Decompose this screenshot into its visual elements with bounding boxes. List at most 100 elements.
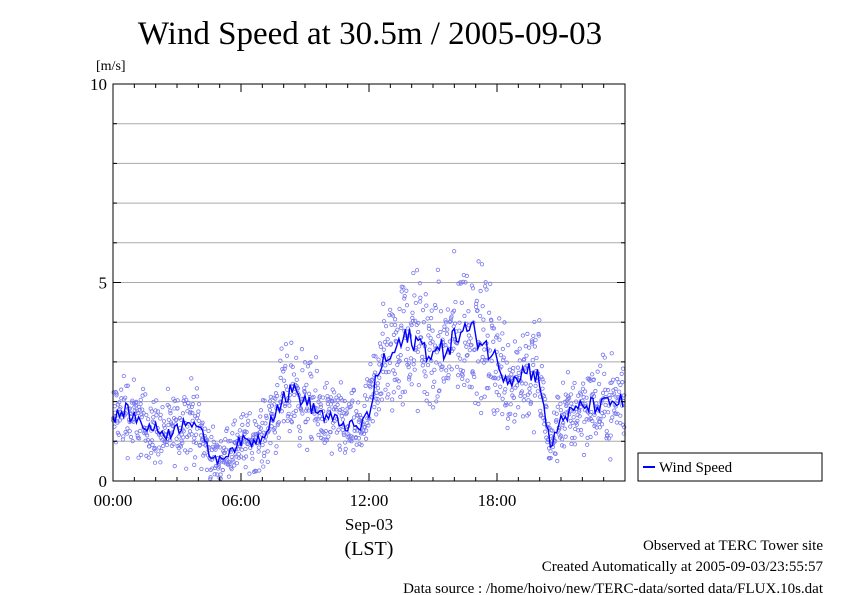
data-point xyxy=(239,415,244,420)
data-point xyxy=(511,395,516,400)
data-point xyxy=(591,394,597,399)
series-line-wind-speed xyxy=(112,320,624,465)
data-point xyxy=(609,418,614,423)
data-point xyxy=(438,309,444,314)
data-point xyxy=(506,343,511,348)
data-point xyxy=(527,386,532,391)
data-point xyxy=(298,406,304,412)
data-point xyxy=(486,385,491,391)
data-point xyxy=(432,379,437,384)
data-point xyxy=(194,432,199,437)
data-point xyxy=(308,360,313,365)
data-point xyxy=(466,309,471,314)
data-point xyxy=(605,410,611,415)
data-point xyxy=(377,362,382,367)
data-point xyxy=(582,389,588,394)
data-point xyxy=(414,268,420,273)
data-point xyxy=(590,372,595,377)
data-point xyxy=(574,399,579,404)
data-point xyxy=(615,376,620,382)
data-point xyxy=(388,342,393,347)
data-point xyxy=(381,369,386,374)
data-point xyxy=(476,401,481,407)
data-point xyxy=(581,394,586,400)
y-axis: 0 5 10 xyxy=(90,75,625,491)
data-point xyxy=(424,303,429,308)
x-axis: 00:00 06:00 12:00 18:00 xyxy=(94,84,626,510)
data-point xyxy=(302,360,308,365)
data-point xyxy=(202,426,207,431)
data-point xyxy=(544,404,549,410)
data-point xyxy=(493,369,498,375)
data-point xyxy=(317,414,322,419)
data-point xyxy=(362,393,368,398)
data-point xyxy=(185,424,190,429)
data-point xyxy=(474,391,479,396)
data-point xyxy=(268,441,273,446)
data-point xyxy=(526,398,531,403)
data-point xyxy=(555,458,560,464)
data-point xyxy=(510,369,515,374)
data-point xyxy=(590,418,595,424)
data-point xyxy=(292,413,297,418)
data-point xyxy=(534,355,539,361)
data-point xyxy=(418,295,423,300)
data-point xyxy=(402,389,408,394)
data-point xyxy=(297,435,303,441)
data-point xyxy=(396,359,401,364)
data-point xyxy=(452,321,458,326)
data-point xyxy=(516,405,521,410)
data-point xyxy=(294,377,299,382)
data-point xyxy=(443,318,448,323)
data-point xyxy=(177,450,182,455)
data-point xyxy=(254,432,260,437)
data-point xyxy=(420,354,425,360)
data-point xyxy=(117,418,122,423)
data-point xyxy=(324,380,329,386)
data-point xyxy=(462,358,467,363)
data-point xyxy=(391,368,396,373)
data-point xyxy=(467,348,472,353)
data-point xyxy=(398,394,403,400)
data-point xyxy=(397,306,402,312)
data-point xyxy=(370,377,375,382)
data-point xyxy=(476,259,481,264)
data-point xyxy=(283,342,289,347)
data-point xyxy=(186,400,191,406)
data-point xyxy=(563,434,568,439)
data-point xyxy=(456,373,461,378)
data-point xyxy=(143,438,148,443)
data-point xyxy=(404,288,409,293)
data-point xyxy=(468,336,473,341)
data-point xyxy=(467,384,472,389)
data-point xyxy=(329,451,334,456)
data-point xyxy=(431,405,436,410)
data-point xyxy=(139,415,144,420)
data-point xyxy=(572,435,577,440)
data-point xyxy=(229,454,234,460)
data-point xyxy=(483,284,488,289)
data-point xyxy=(166,417,171,422)
data-point xyxy=(175,398,180,403)
data-point xyxy=(608,457,613,462)
data-point xyxy=(457,328,462,333)
data-point xyxy=(457,320,462,325)
data-point xyxy=(338,407,343,413)
data-point xyxy=(541,380,546,385)
data-point xyxy=(272,426,277,431)
data-point xyxy=(218,472,223,477)
data-point xyxy=(251,469,257,474)
data-point xyxy=(276,420,281,425)
data-point xyxy=(198,426,203,431)
data-point xyxy=(433,305,438,311)
data-point xyxy=(267,399,273,404)
data-point xyxy=(351,388,357,393)
data-point xyxy=(368,385,373,390)
data-point xyxy=(404,303,410,308)
data-point xyxy=(214,472,220,477)
data-point xyxy=(125,383,130,388)
data-point xyxy=(566,395,572,401)
x-axis-date-label: Sep-03 xyxy=(345,515,393,534)
data-point xyxy=(597,419,603,424)
data-point xyxy=(192,436,197,441)
